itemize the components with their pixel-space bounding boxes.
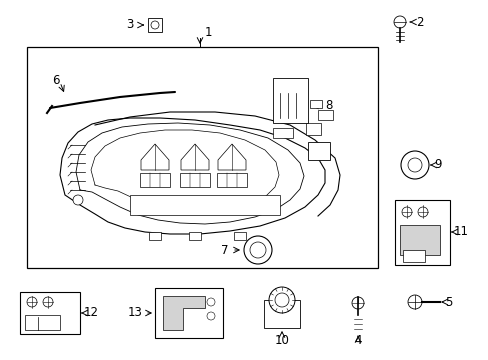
Text: 1: 1 [204, 26, 212, 39]
Bar [402, 250, 424, 262]
Bar [307, 142, 329, 160]
Circle shape [73, 195, 83, 205]
Circle shape [244, 236, 271, 264]
Text: 10: 10 [274, 333, 289, 346]
Text: 13: 13 [128, 306, 142, 320]
Circle shape [206, 312, 215, 320]
Bar [264, 300, 299, 328]
Circle shape [407, 158, 421, 172]
Bar [130, 195, 280, 215]
Text: 4: 4 [353, 334, 361, 347]
Bar [148, 18, 162, 32]
Bar [180, 173, 209, 187]
Bar [309, 100, 321, 108]
Circle shape [401, 207, 411, 217]
Polygon shape [218, 144, 245, 170]
Circle shape [393, 16, 405, 28]
Bar [217, 173, 246, 187]
Bar [140, 173, 170, 187]
Text: 12: 12 [84, 306, 99, 320]
Bar [234, 232, 245, 240]
Polygon shape [181, 144, 208, 170]
Circle shape [400, 151, 428, 179]
Circle shape [407, 295, 421, 309]
Text: 5: 5 [444, 296, 451, 309]
Text: 9: 9 [433, 158, 441, 171]
Bar [317, 110, 332, 120]
Circle shape [351, 297, 363, 309]
Bar [399, 225, 439, 255]
Bar [27, 47, 377, 268]
Circle shape [417, 207, 427, 217]
Bar [189, 232, 201, 240]
Circle shape [249, 242, 265, 258]
Bar [149, 232, 161, 240]
Bar [155, 288, 223, 338]
Circle shape [206, 298, 215, 306]
Text: 8: 8 [325, 99, 332, 112]
Circle shape [27, 297, 37, 307]
Circle shape [274, 293, 288, 307]
Text: 2: 2 [415, 15, 423, 28]
Circle shape [43, 297, 53, 307]
Bar [394, 200, 449, 265]
Polygon shape [163, 296, 204, 330]
Polygon shape [141, 144, 169, 170]
Bar [25, 315, 60, 330]
Text: 6: 6 [52, 73, 60, 86]
Text: 7: 7 [220, 243, 227, 256]
Polygon shape [60, 118, 325, 234]
Text: 11: 11 [453, 225, 468, 238]
Bar [305, 123, 320, 135]
Bar [272, 78, 307, 123]
Circle shape [151, 21, 159, 29]
Bar [20, 292, 80, 334]
Bar [272, 128, 292, 138]
Text: 3: 3 [126, 18, 134, 31]
Circle shape [268, 287, 294, 313]
